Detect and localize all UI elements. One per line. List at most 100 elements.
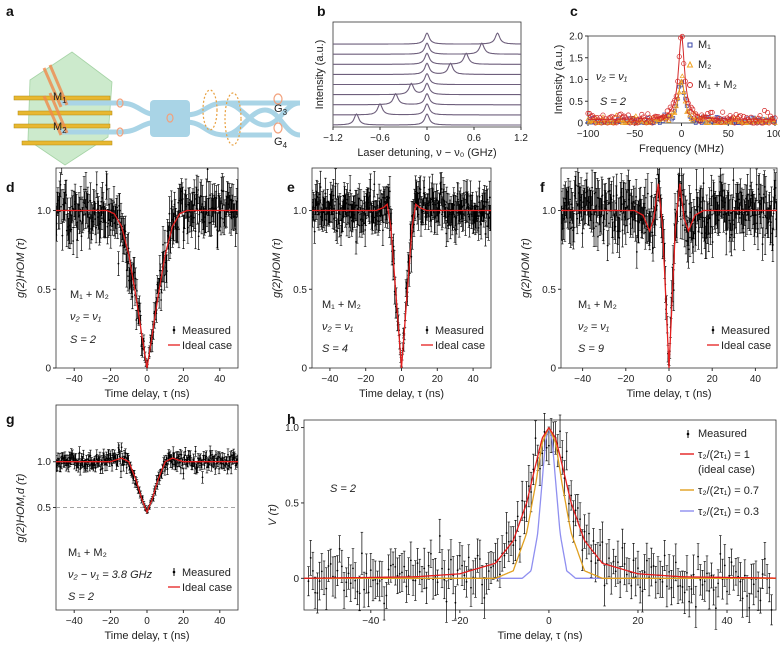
d-data-point: [100, 217, 103, 220]
e-data-point: [355, 204, 358, 207]
b-trace: [333, 32, 522, 45]
d-data-point: [130, 278, 133, 281]
e-data-point: [430, 219, 433, 222]
f-data-point: [749, 185, 752, 187]
f-data-point: [772, 212, 775, 215]
f-legend-ideal: Ideal case: [721, 340, 771, 352]
c-point-2: [696, 117, 702, 123]
f-data-point: [591, 186, 594, 189]
f-data-point: [646, 228, 649, 231]
f-data-point: [628, 194, 631, 197]
d-data-point: [204, 213, 207, 216]
f-measured-data: [561, 168, 777, 366]
e-data-point: [462, 213, 465, 216]
c-point-2: [720, 109, 726, 115]
b-trace: [333, 52, 521, 65]
d-data-point: [131, 295, 134, 298]
e-data-point: [349, 216, 352, 219]
f-xtick-label: 0: [666, 374, 672, 385]
f-data-point: [634, 219, 637, 222]
d-data-point: [125, 248, 127, 251]
g-data-point: [88, 464, 91, 467]
c-xtick-label: 50: [723, 129, 735, 140]
panel-f: −40 −20 0 20 40 Time delay, τ (ns) 0 0.5 1.0 Meas…: [542, 167, 778, 400]
f-xtick-label: −20: [617, 374, 634, 385]
f-data-point: [711, 241, 714, 243]
g-data-point: [85, 458, 88, 461]
e-data-point: [378, 197, 381, 200]
g-data-point: [118, 448, 120, 451]
e-data-point: [489, 219, 491, 222]
g-data-point: [58, 458, 61, 460]
c-point-1: [672, 110, 678, 115]
f-data-point: [683, 229, 686, 231]
d-ideal-curve: [56, 209, 238, 369]
f-data-point: [689, 236, 691, 239]
d-data-point: [177, 201, 180, 204]
c-point-0: [693, 121, 698, 125]
f-data-point: [606, 212, 608, 215]
d-data-point: [178, 228, 180, 231]
f-data-point: [775, 213, 777, 216]
c-point-2: [639, 111, 645, 118]
c-point-1: [745, 119, 751, 125]
d-data-point: [224, 215, 227, 218]
d-data-point: [206, 211, 208, 214]
d-data-point: [107, 222, 110, 225]
c-point-2: [597, 115, 603, 121]
d-data-point: [127, 247, 130, 250]
c-ylabel: Intensity (a.u.): [553, 45, 565, 115]
c-point-2: [598, 120, 605, 126]
d-data-point: [79, 198, 82, 201]
f-data-point: [581, 232, 584, 235]
g-data-point: [60, 456, 62, 459]
b-xtick-label: −1.2: [323, 133, 343, 144]
e-data-point: [319, 211, 321, 214]
d-data-point: [88, 212, 91, 214]
electrodes: [13, 95, 113, 146]
d-data-point: [59, 183, 62, 186]
d-data-point: [213, 196, 216, 199]
panel-letter-h: h: [287, 411, 296, 427]
f-data-point: [611, 218, 614, 221]
f-data-point: [722, 190, 724, 192]
e-data-point: [336, 230, 339, 232]
f-data-point: [763, 185, 766, 188]
c-ytick-label: 0.5: [569, 97, 583, 108]
g-data-point: [86, 467, 89, 470]
e-data-point: [340, 234, 342, 237]
f-data-point: [742, 231, 745, 234]
d-data-point: [88, 232, 91, 234]
d-data-point: [60, 205, 62, 208]
f-data-point: [569, 198, 571, 201]
f-data-point: [621, 229, 624, 232]
c-point-2: [739, 120, 745, 126]
g-data-point: [82, 453, 85, 456]
e-data-point: [348, 210, 351, 213]
d-data-point: [61, 234, 64, 237]
f-data-point: [644, 231, 647, 234]
f-data-point: [624, 200, 627, 203]
e-data-point: [385, 210, 388, 213]
e-ytick-label: 0.5: [293, 285, 307, 296]
f-data-point: [685, 215, 688, 218]
f-data-point: [710, 189, 713, 192]
d-data-point: [151, 342, 154, 345]
f-data-point: [738, 198, 741, 201]
e-data-point: [334, 182, 337, 185]
d-data-point: [196, 208, 199, 211]
c-point-2: [772, 115, 778, 121]
e-data-point: [339, 207, 342, 210]
d-ytick-label: 0: [45, 364, 51, 375]
c-point-2: [767, 113, 774, 119]
d-data-point: [83, 188, 85, 191]
d-data-point: [197, 235, 200, 238]
f-legend-measured: Measured: [721, 325, 770, 337]
g-data-point: [59, 466, 62, 468]
e-data-point: [346, 223, 348, 226]
e-data-point: [468, 224, 471, 227]
d-data-point: [117, 262, 120, 265]
f-data-point: [644, 196, 647, 199]
e-data-point: [329, 207, 332, 210]
e-data-point: [461, 220, 464, 223]
